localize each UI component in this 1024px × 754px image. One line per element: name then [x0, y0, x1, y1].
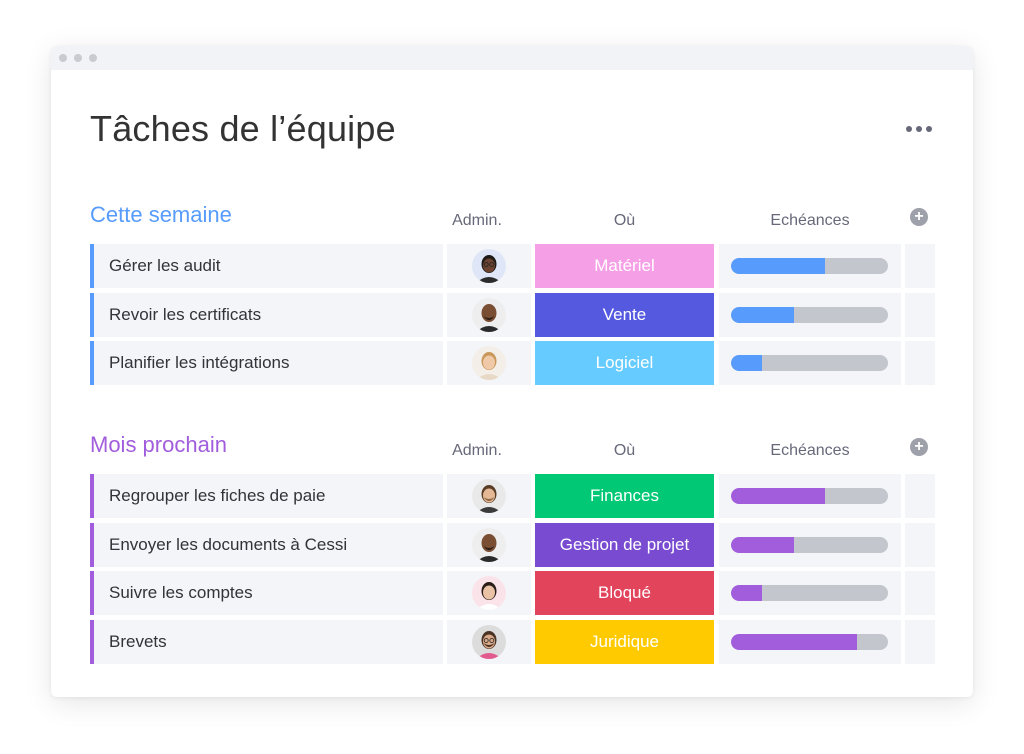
- status-label[interactable]: Vente: [535, 292, 714, 337]
- timeline-bar[interactable]: [731, 488, 888, 504]
- window-dot-icon[interactable]: [59, 54, 67, 62]
- add-column-icon[interactable]: +: [910, 438, 928, 456]
- task-name: Regrouper les fiches de paie: [109, 486, 326, 505]
- column-header-echeances[interactable]: Echéances: [770, 212, 850, 229]
- table-row[interactable]: Regrouper les fiches de paie Finances: [90, 474, 935, 518]
- empty-cell: [905, 619, 935, 664]
- group-title[interactable]: Cette semaine: [90, 202, 232, 227]
- more-options-icon[interactable]: [906, 124, 936, 134]
- status-label[interactable]: Logiciel: [535, 341, 714, 385]
- window-dot-icon[interactable]: [74, 54, 82, 62]
- task-name-cell[interactable]: Regrouper les fiches de paie: [90, 474, 443, 518]
- avatar-woman-glasses[interactable]: [472, 249, 506, 283]
- task-name-cell[interactable]: Gérer les audit: [90, 244, 443, 288]
- timeline-progress-fill: [731, 355, 763, 371]
- timeline-bar[interactable]: [731, 355, 888, 371]
- group-header: Cette semaine Admin. Où Echéances +: [90, 200, 935, 244]
- task-name: Brevets: [109, 631, 167, 651]
- task-name: Gérer les audit: [109, 256, 221, 275]
- task-name-cell[interactable]: Envoyer les documents à Cessi: [90, 522, 443, 567]
- status-label[interactable]: Finances: [535, 474, 714, 518]
- column-header-ou[interactable]: Où: [613, 442, 636, 459]
- empty-cell: [905, 244, 935, 288]
- timeline-bar[interactable]: [731, 536, 888, 553]
- timeline-cell: [719, 522, 901, 567]
- admin-cell: [447, 244, 531, 288]
- board-window: Tâches de l’équipe Cette semaine Admin. …: [51, 46, 973, 697]
- timeline-progress-fill: [731, 585, 763, 601]
- timeline-progress-fill: [731, 488, 826, 504]
- avatar-woman-brunette[interactable]: [472, 576, 506, 610]
- admin-cell: [447, 619, 531, 664]
- table-row[interactable]: Envoyer les documents à Cessi Gestion de …: [90, 522, 935, 567]
- timeline-bar[interactable]: [731, 306, 888, 323]
- table-row[interactable]: Suivre les comptes Bloqué: [90, 571, 935, 615]
- table-row[interactable]: Brevets Juridique: [90, 619, 935, 664]
- avatar-man-bald[interactable]: [472, 527, 506, 562]
- task-name-cell[interactable]: Planifier les intégrations: [90, 341, 443, 385]
- table-row[interactable]: Planifier les intégrations Logiciel: [90, 341, 935, 385]
- empty-cell: [905, 292, 935, 337]
- task-name: Revoir les certificats: [109, 304, 262, 324]
- column-header-ou[interactable]: Où: [613, 212, 636, 229]
- table-row[interactable]: Revoir les certificats Vente: [90, 292, 935, 337]
- timeline-cell: [719, 341, 901, 385]
- status-label[interactable]: Gestion de projet: [535, 522, 714, 567]
- admin-cell: [447, 522, 531, 567]
- timeline-cell: [719, 619, 901, 664]
- empty-cell: [905, 522, 935, 567]
- empty-cell: [905, 474, 935, 518]
- group-cette-semaine: Cette semaine Admin. Où Echéances + Gére…: [90, 200, 935, 390]
- avatar-man-bald[interactable]: [472, 297, 506, 332]
- status-label[interactable]: Juridique: [535, 619, 714, 664]
- timeline-bar[interactable]: [731, 633, 888, 650]
- task-name-cell[interactable]: Suivre les comptes: [90, 571, 443, 615]
- page-title: Tâches de l’équipe: [90, 108, 396, 149]
- admin-cell: [447, 474, 531, 518]
- timeline-bar[interactable]: [731, 258, 888, 274]
- task-name: Suivre les comptes: [109, 583, 253, 602]
- task-name: Planifier les intégrations: [109, 353, 290, 372]
- timeline-cell: [719, 571, 901, 615]
- task-name-cell[interactable]: Brevets: [90, 619, 443, 664]
- timeline-cell: [719, 474, 901, 518]
- timeline-cell: [719, 292, 901, 337]
- status-label[interactable]: Bloqué: [535, 571, 714, 615]
- timeline-progress-fill: [731, 633, 857, 650]
- column-header-admin[interactable]: Admin.: [452, 442, 502, 459]
- admin-cell: [447, 341, 531, 385]
- group-title[interactable]: Mois prochain: [90, 432, 227, 457]
- group-rows: Gérer les audit Matériel Revoir les certif…: [90, 244, 935, 385]
- timeline-progress-fill: [731, 536, 794, 553]
- avatar-woman-blonde[interactable]: [472, 346, 506, 380]
- task-name: Envoyer les documents à Cessi: [109, 534, 348, 554]
- table-row[interactable]: Gérer les audit Matériel: [90, 244, 935, 288]
- group-mois-prochain: Mois prochain Admin. Où Echéances + Regr…: [90, 430, 935, 668]
- column-header-echeances[interactable]: Echéances: [770, 442, 850, 459]
- timeline-progress-fill: [731, 258, 826, 274]
- avatar-man-beard[interactable]: [472, 479, 506, 513]
- add-column-icon[interactable]: +: [910, 208, 928, 226]
- admin-cell: [447, 571, 531, 615]
- window-dot-icon[interactable]: [89, 54, 97, 62]
- empty-cell: [905, 571, 935, 615]
- timeline-cell: [719, 244, 901, 288]
- column-header-admin[interactable]: Admin.: [452, 212, 502, 229]
- window-titlebar: [51, 46, 973, 70]
- timeline-bar[interactable]: [731, 585, 888, 601]
- status-label[interactable]: Matériel: [535, 244, 714, 288]
- avatar-man-glasses[interactable]: [472, 624, 506, 659]
- group-header: Mois prochain Admin. Où Echéances +: [90, 430, 935, 474]
- task-name-cell[interactable]: Revoir les certificats: [90, 292, 443, 337]
- group-rows: Regrouper les fiches de paie Finances Envo…: [90, 474, 935, 664]
- admin-cell: [447, 292, 531, 337]
- empty-cell: [905, 341, 935, 385]
- timeline-progress-fill: [731, 306, 794, 323]
